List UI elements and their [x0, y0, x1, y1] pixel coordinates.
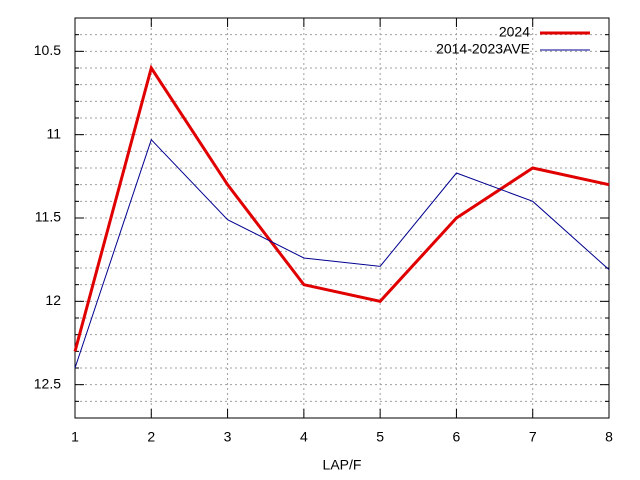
- x-axis-label: LAP/F: [323, 457, 362, 473]
- x-tick-label: 4: [300, 429, 308, 445]
- x-tick-label: 2: [147, 429, 155, 445]
- y-tick-label: 11.5: [35, 209, 61, 225]
- line-series: [74, 138, 610, 369]
- y-tick-label: 10.5: [34, 42, 61, 58]
- x-tick-label: 3: [224, 429, 232, 445]
- legend-label: 2024: [499, 24, 530, 40]
- line-series: [73, 64, 610, 352]
- x-tick-label: 1: [71, 429, 79, 445]
- y-tick-label: 11: [46, 125, 61, 141]
- y-tick-label: 12: [45, 292, 61, 308]
- x-tick-label: 7: [529, 429, 537, 445]
- x-tick-label: 6: [453, 429, 461, 445]
- plot-border: [74, 17, 610, 419]
- legend-label: 2014-2023AVE: [436, 41, 530, 57]
- x-tick-label: 5: [376, 429, 384, 445]
- x-tick-label: 8: [605, 429, 613, 445]
- y-tick-label: 12.5: [34, 375, 61, 391]
